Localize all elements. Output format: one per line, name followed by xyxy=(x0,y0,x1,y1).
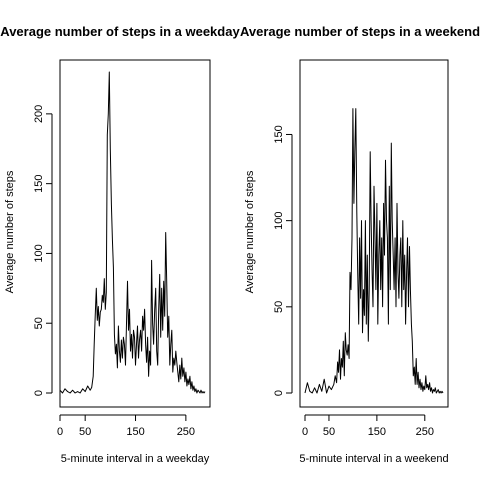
weekday-y-tick-label: 100 xyxy=(33,244,45,262)
weekend-plot-area: 0 50 150 250 0 50 100 150 xyxy=(273,59,449,438)
weekday-series-line xyxy=(59,71,206,394)
weekend-y-tick-label: 100 xyxy=(273,211,285,229)
weekend-series-line xyxy=(304,108,444,394)
weekend-x-tick-label: 50 xyxy=(323,426,335,438)
weekend-y-tick-label: 150 xyxy=(273,125,285,143)
weekend-plot-frame xyxy=(299,59,449,408)
weekday-x-tick-label: 150 xyxy=(126,426,144,438)
weekday-chart-title: Average number of steps in a weekday xyxy=(0,24,240,39)
weekend-x-tick-label: 250 xyxy=(416,426,434,438)
weekday-y-tick-label: 50 xyxy=(33,317,45,329)
weekday-x-tick-label: 0 xyxy=(57,426,63,438)
weekend-chart-title: Average number of steps in a weekend xyxy=(240,24,480,39)
weekend-y-tick-label: 0 xyxy=(273,390,285,396)
weekend-x-axis-title: 5-minute interval in a weekend xyxy=(299,453,448,465)
weekend-y-tick-label: 50 xyxy=(273,301,285,313)
weekday-y-tick-label: 150 xyxy=(33,174,45,192)
weekday-y-tick-label: 200 xyxy=(33,105,45,123)
weekend-x-tick-label: 0 xyxy=(302,426,308,438)
weekend-x-tick-label: 150 xyxy=(368,426,386,438)
weekend-y-axis-title: Average number of steps xyxy=(244,170,256,293)
weekday-x-tick-label: 50 xyxy=(79,426,91,438)
weekday-y-axis-title: Average number of steps xyxy=(4,170,16,293)
weekday-y-tick-label: 0 xyxy=(33,390,45,396)
weekday-x-tick-label: 250 xyxy=(177,426,195,438)
weekday-x-axis-title: 5-minute interval in a weekday xyxy=(61,453,210,465)
weekday-plot-area: 0 50 150 250 0 50 100 150 200 xyxy=(33,59,211,438)
weekday-panel: Average number of steps in a weekday 5-m… xyxy=(0,24,240,465)
weekend-panel: Average number of steps in a weekend 5-m… xyxy=(240,24,480,465)
weekday-plot-frame xyxy=(59,59,211,408)
